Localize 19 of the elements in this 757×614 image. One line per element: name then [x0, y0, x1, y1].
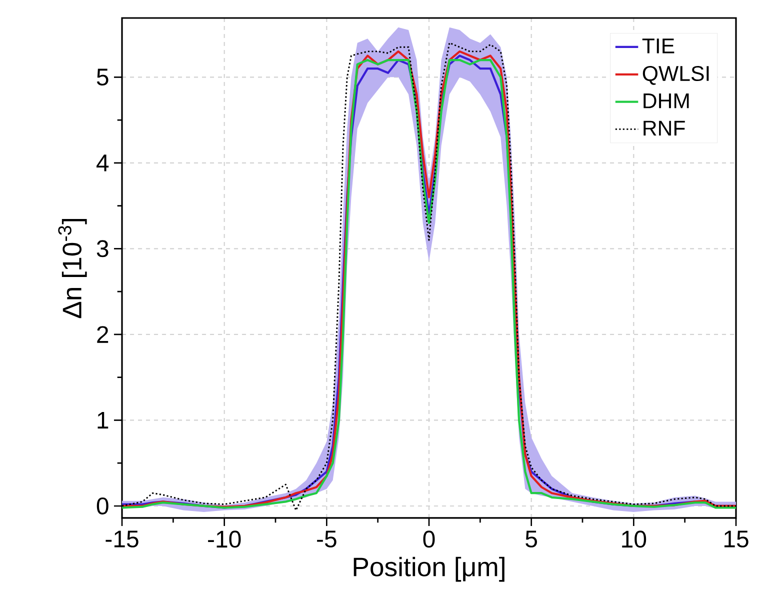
y-tick-label: 3 — [96, 240, 108, 258]
x-tick-label: 10 — [622, 530, 646, 548]
x-axis-title: Position [μm] — [354, 556, 504, 582]
x-tick-label: -15 — [106, 530, 138, 548]
legend-label: DHM — [644, 94, 689, 108]
x-tick-label: 0 — [423, 530, 435, 548]
x-tick-label: 15 — [724, 530, 748, 548]
y-tick-label: 4 — [96, 154, 109, 172]
y-tick-label: 5 — [96, 68, 108, 86]
legend-label: QWLSI — [642, 66, 709, 85]
x-tick-label: 5 — [526, 530, 537, 548]
y-tick-label: 1 — [98, 412, 108, 428]
x-tick-label: -5 — [317, 530, 336, 548]
y-axis-title: Δn [10$^{-3}$] — [58, 219, 87, 318]
legend-label: RNF — [644, 120, 685, 136]
y-tick-label: 2 — [97, 326, 108, 343]
legend-label: TIE — [642, 38, 674, 54]
x-tick-label: -10 — [208, 530, 241, 548]
y-tick-label: 0 — [96, 497, 108, 514]
